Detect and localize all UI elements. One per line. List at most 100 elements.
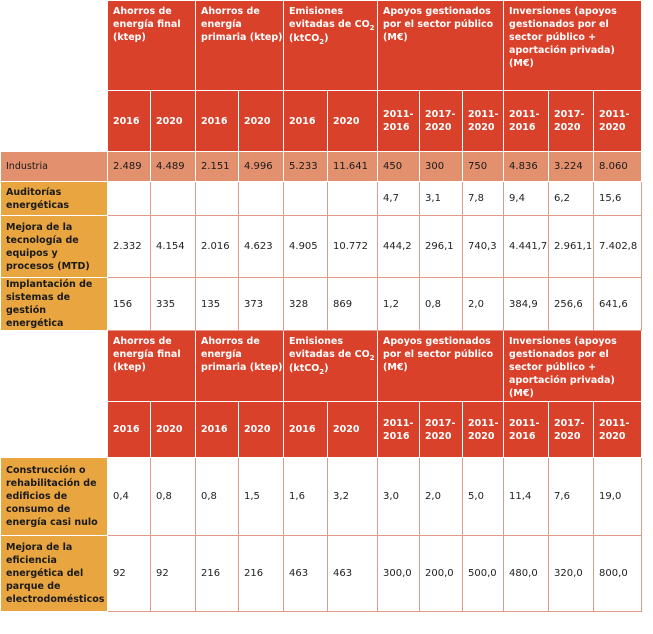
subheader-cell: 2011-2016 — [377, 401, 421, 458]
subheader-cell: 2016 — [107, 90, 151, 152]
table-cell: 320,0 — [548, 535, 595, 612]
group-header-emissions: Emisiones evitadas de CO2 (ktCO2) — [283, 330, 379, 402]
table-cell: 92 — [107, 535, 151, 612]
subheader-row: 2016 2020 2016 2020 2016 2020 2011-2016 … — [0, 90, 643, 152]
group-header-emissions: Emisiones evitadas de CO2 (ktCO2) — [283, 0, 379, 91]
table-cell: 19,0 — [593, 457, 643, 536]
table-cell: 7,6 — [548, 457, 595, 536]
table-cell: 5.233 — [283, 151, 329, 182]
subheader-cell: 2016 — [107, 401, 151, 458]
table-cell: 480,0 — [503, 535, 550, 612]
table-cell: 2,0 — [419, 457, 464, 536]
table-cell: 216 — [195, 535, 240, 612]
table-cell: 10.772 — [327, 215, 379, 278]
subheader-cell: 2011-2016 — [377, 90, 421, 152]
table-cell: 444,2 — [377, 215, 421, 278]
table-row: Auditorías energéticas 4,7 3,1 7,8 9,4 6… — [0, 181, 643, 216]
table-cell: 216 — [238, 535, 285, 612]
table-cell: 11.641 — [327, 151, 379, 182]
table-cell: 328 — [283, 277, 329, 331]
group-header-primary-energy: Ahorros de energía primaria (ktep) — [195, 330, 285, 402]
row-label: Implantación de sistemas de gestión ener… — [0, 277, 108, 331]
table-cell: 384,9 — [503, 277, 550, 331]
table-cell — [195, 181, 240, 216]
table-cell: 8.060 — [593, 151, 643, 182]
table-cell: 0,8 — [149, 457, 197, 536]
table-row: Mejora de la eficiencia energética del p… — [0, 535, 643, 612]
table-cell: 373 — [238, 277, 285, 331]
subheader-row: 2016 2020 2016 2020 2016 2020 2011-2016 … — [0, 401, 643, 458]
table-cell: 135 — [195, 277, 240, 331]
corner-cell — [0, 0, 108, 91]
subheader-cell: 2011-2020 — [593, 90, 643, 152]
subheader-cell: 2016 — [195, 401, 240, 458]
table-cell — [283, 181, 329, 216]
table-cell — [238, 181, 285, 216]
table-cell: 641,6 — [593, 277, 643, 331]
row-label: Mejora de la tecnología de equipos y pro… — [0, 215, 108, 278]
table-cell: 0,4 — [107, 457, 151, 536]
table-cell: 4.623 — [238, 215, 285, 278]
table-cell: 1,5 — [238, 457, 285, 536]
table-cell: 463 — [283, 535, 329, 612]
subheader-cell: 2011-2020 — [462, 90, 505, 152]
table-cell: 300 — [419, 151, 464, 182]
group-header-public-support: Apoyos gestionados por el sector público… — [377, 330, 505, 402]
group-header-investments: Inversiones (apoyos gestionados por el s… — [503, 330, 643, 402]
table-cell — [107, 181, 151, 216]
table-cell — [327, 181, 379, 216]
table-cell: 800,0 — [593, 535, 643, 612]
table-cell: 3.224 — [548, 151, 595, 182]
subheader-cell: 2016 — [283, 90, 329, 152]
table-cell: 2.016 — [195, 215, 240, 278]
corner-cell — [0, 330, 108, 402]
subheader-cell: 2020 — [238, 401, 285, 458]
table-cell: 4.996 — [238, 151, 285, 182]
table-cell: 740,3 — [462, 215, 505, 278]
table-cell: 750 — [462, 151, 505, 182]
table-cell: 869 — [327, 277, 379, 331]
table-cell: 4.154 — [149, 215, 197, 278]
table-cell: 92 — [149, 535, 197, 612]
table-cell: 2.961,1 — [548, 215, 595, 278]
table-cell: 335 — [149, 277, 197, 331]
table-cell: 4.836 — [503, 151, 550, 182]
subheader-cell: 2017-2020 — [548, 401, 595, 458]
table-cell: 6,2 — [548, 181, 595, 216]
table-cell: 300,0 — [377, 535, 421, 612]
table-row: Mejora de la tecnología de equipos y pro… — [0, 215, 643, 278]
subheader-cell: 2011-2020 — [593, 401, 643, 458]
subheader-cell: 2020 — [238, 90, 285, 152]
group-header-public-support: Apoyos gestionados por el sector público… — [377, 0, 505, 91]
subheader-cell: 2017-2020 — [548, 90, 595, 152]
table-cell: 0,8 — [419, 277, 464, 331]
table-cell: 2.332 — [107, 215, 151, 278]
subheader-cell: 2011-2016 — [503, 401, 550, 458]
subheader-cell: 2017-2020 — [419, 90, 464, 152]
group-header-row: Ahorros de energía final (ktep) Ahorros … — [0, 330, 643, 402]
table-cell: 2,0 — [462, 277, 505, 331]
subheader-cell: 2016 — [195, 90, 240, 152]
table-cell: 7.402,8 — [593, 215, 643, 278]
table-cell: 11,4 — [503, 457, 550, 536]
table-cell: 5,0 — [462, 457, 505, 536]
subheader-cell: 2020 — [327, 401, 379, 458]
subheader-cell: 2011-2016 — [503, 90, 550, 152]
table-cell: 9,4 — [503, 181, 550, 216]
table-row: Construcción o rehabilitación de edifici… — [0, 457, 643, 536]
row-label: Mejora de la eficiencia energética del p… — [0, 535, 108, 612]
subheader-cell: 2017-2020 — [419, 401, 464, 458]
group-header-final-energy: Ahorros de energía final (ktep) — [106, 0, 197, 91]
table-cell: 156 — [107, 277, 151, 331]
table-cell: 7,8 — [462, 181, 505, 216]
group-header-investments: Inversiones (apoyos gestionados por el s… — [503, 0, 643, 91]
table-cell: 4.905 — [283, 215, 329, 278]
group-header-final-energy: Ahorros de energía final (ktep) — [106, 330, 197, 402]
table-cell: 2.151 — [195, 151, 240, 182]
table-cell: 450 — [377, 151, 421, 182]
row-label: Construcción o rehabilitación de edifici… — [0, 457, 108, 536]
table-cell: 500,0 — [462, 535, 505, 612]
table-cell: 4,7 — [377, 181, 421, 216]
table-cell: 463 — [327, 535, 379, 612]
table-cell: 15,6 — [593, 181, 643, 216]
